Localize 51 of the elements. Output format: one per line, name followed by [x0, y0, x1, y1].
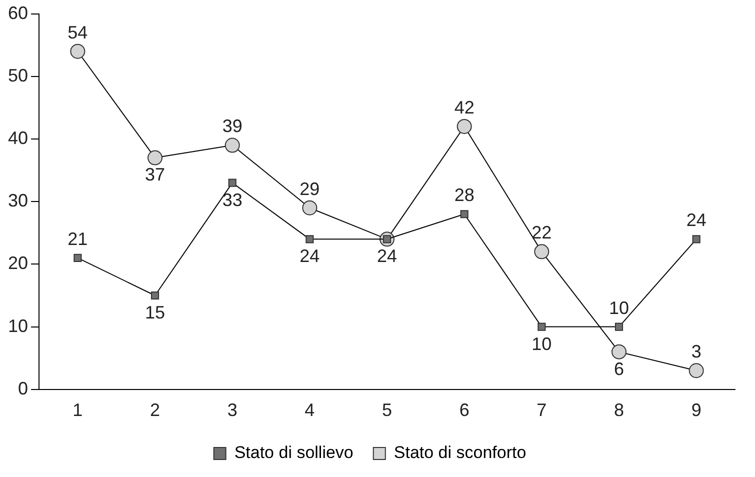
x-tick-label: 4 — [304, 400, 315, 420]
data-label: 29 — [300, 178, 320, 199]
point — [228, 178, 236, 187]
data-label: 3 — [691, 342, 702, 362]
data-label: 24 — [376, 246, 398, 266]
data-label: 21 — [68, 228, 88, 249]
point — [302, 200, 318, 216]
y-tick-label: 50 — [8, 65, 28, 86]
data-label: 33 — [222, 190, 242, 210]
data-label: 6 — [614, 358, 624, 379]
legend-label: Stato di sconforto — [394, 443, 526, 462]
point — [224, 138, 240, 153]
data-label: 54 — [68, 22, 88, 42]
y-tick-label: 20 — [8, 253, 28, 274]
point — [688, 363, 704, 378]
x-tick-label: 2 — [150, 400, 160, 420]
point — [614, 322, 624, 331]
point — [460, 210, 468, 218]
x-tick-label: 9 — [691, 400, 702, 420]
data-label: 24 — [300, 246, 320, 266]
point — [538, 322, 546, 331]
point — [74, 254, 82, 262]
data-label: 10 — [532, 334, 552, 354]
point — [612, 344, 627, 360]
point — [148, 150, 163, 166]
x-tick-label: 3 — [227, 400, 238, 420]
point — [456, 118, 472, 134]
data-label: 28 — [454, 185, 474, 206]
y-tick-label: 10 — [8, 316, 28, 336]
x-tick-label: 1 — [72, 400, 83, 420]
data-label: 22 — [532, 222, 552, 243]
data-label: 24 — [686, 210, 706, 230]
x-tick-label: 7 — [536, 400, 547, 420]
point — [150, 291, 160, 300]
data-label: 15 — [145, 302, 166, 322]
y-tick-label: 60 — [8, 2, 28, 23]
y-tick-label: 40 — [8, 128, 28, 148]
point — [692, 235, 700, 244]
data-label: 42 — [454, 97, 474, 118]
x-tick-label: 8 — [614, 400, 624, 420]
point — [306, 235, 314, 244]
y-tick-label: 30 — [8, 190, 28, 211]
point — [534, 244, 550, 260]
x-tick-label: 6 — [459, 400, 470, 420]
data-label: 37 — [145, 164, 166, 185]
data-label: 39 — [222, 116, 242, 136]
legend-label: Stato di sollievo — [234, 443, 354, 462]
y-tick-label: 0 — [18, 378, 28, 398]
data-label: 10 — [608, 298, 630, 318]
point — [70, 44, 86, 59]
x-tick-label: 5 — [382, 400, 392, 420]
